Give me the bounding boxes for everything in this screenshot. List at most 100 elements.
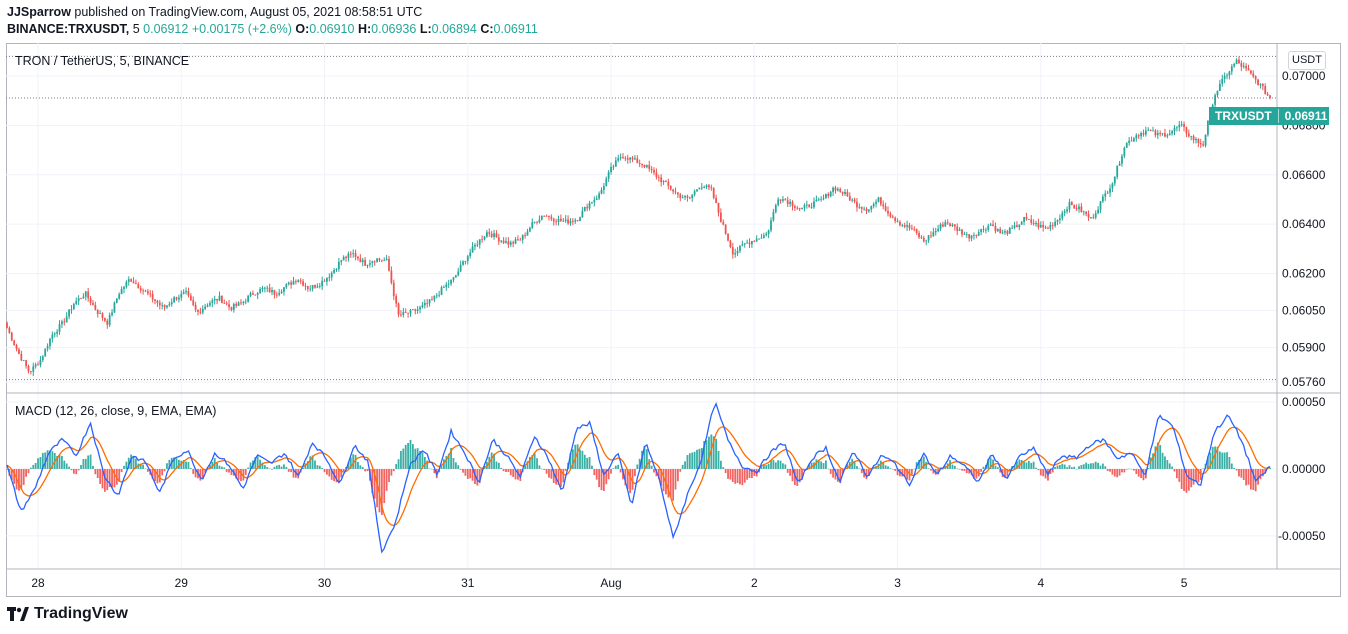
histogram-bar [130, 454, 133, 469]
candle [1044, 225, 1047, 230]
candle-body [722, 221, 725, 225]
candle-body [471, 246, 474, 253]
histogram-bar [1230, 463, 1233, 469]
histogram-bar [588, 456, 591, 469]
candle-body [1164, 133, 1166, 137]
candle-body [111, 312, 113, 316]
candle [218, 291, 221, 302]
histogram-bar [1035, 467, 1037, 469]
candle [891, 214, 894, 219]
candle-body [1187, 133, 1190, 137]
histogram-bar [767, 463, 770, 469]
candle-body [29, 371, 32, 373]
histogram-bar [1061, 463, 1064, 469]
candle-body [887, 210, 889, 214]
candle-body [657, 177, 660, 178]
candle-body [602, 186, 605, 190]
candle-body [772, 212, 775, 221]
candle [999, 226, 1002, 234]
candle-body [984, 229, 987, 231]
candle-body [1106, 192, 1109, 194]
candle [39, 355, 42, 368]
histogram-bar [968, 468, 971, 474]
candle-body [380, 259, 383, 261]
candle-body [784, 199, 787, 201]
histogram-bar [631, 468, 634, 490]
histogram-bar [1252, 468, 1255, 490]
candle [1125, 142, 1128, 149]
histogram-bar [314, 460, 316, 469]
candle-body [1249, 70, 1252, 74]
histogram-bar [571, 449, 574, 469]
candle-body [330, 272, 333, 278]
candle [526, 228, 529, 236]
histogram-bar [853, 461, 856, 469]
histogram-bar [994, 465, 997, 469]
candle-body [63, 321, 66, 323]
candle-body [748, 242, 751, 245]
chart-canvas[interactable]: 0.070000.068000.066000.064000.062000.060… [0, 0, 1348, 600]
candle [1018, 224, 1021, 231]
histogram-bar [734, 468, 737, 484]
candle [801, 207, 803, 210]
candle-body [378, 258, 381, 260]
tradingview-brand[interactable]: TradingView [7, 605, 128, 623]
symbol-text: BINANCE:TRXUSDT [7, 22, 126, 36]
candle-body [1161, 133, 1164, 135]
candle-body [889, 213, 892, 217]
histogram-bar [450, 447, 452, 469]
candle-body [817, 199, 820, 201]
candle [80, 297, 82, 300]
histogram-bar [1216, 446, 1219, 469]
candle [1006, 229, 1009, 236]
candlestick-series[interactable] [6, 56, 1271, 376]
candle [1004, 229, 1006, 235]
candle-body [653, 170, 655, 173]
candle-body [447, 283, 450, 285]
candle [330, 271, 333, 281]
candle [249, 291, 252, 298]
candle-body [882, 204, 885, 207]
candle-body [727, 233, 729, 241]
grid-lines [6, 43, 1277, 569]
candle-body [834, 187, 837, 191]
candle-body [676, 192, 679, 195]
candle [485, 229, 488, 238]
currency-button[interactable]: USDT [1288, 51, 1326, 70]
candle-body [540, 215, 543, 220]
histogram-bar [540, 468, 543, 470]
candle [994, 222, 997, 234]
candle [228, 299, 230, 311]
candle [562, 217, 565, 222]
candle-body [543, 215, 546, 217]
histogram-bar [1242, 468, 1245, 480]
histogram-bar [827, 468, 830, 470]
candle [870, 205, 873, 213]
histogram-bar [271, 468, 273, 470]
candle [1080, 203, 1083, 213]
candle-body [638, 163, 641, 164]
candle-body [536, 221, 538, 223]
candle [698, 187, 701, 190]
candle [865, 207, 868, 215]
candle [15, 343, 18, 352]
candle [977, 229, 980, 237]
candle-body [84, 291, 87, 297]
histogram-bar [724, 468, 727, 474]
candle-body [989, 224, 992, 226]
author-name[interactable]: JJSparrow [7, 5, 71, 19]
candle-body [285, 284, 288, 288]
candle [1027, 219, 1030, 221]
candle [232, 302, 235, 313]
candle [345, 255, 347, 262]
candle-body [1099, 201, 1102, 210]
candle [722, 219, 725, 226]
candle [340, 259, 343, 266]
candle [118, 292, 121, 300]
candle-body [650, 168, 653, 171]
histogram-bar [318, 465, 321, 469]
candle [576, 219, 579, 222]
candle-body [1245, 66, 1248, 69]
histogram-bar [638, 458, 641, 469]
candle-body [1149, 129, 1152, 131]
